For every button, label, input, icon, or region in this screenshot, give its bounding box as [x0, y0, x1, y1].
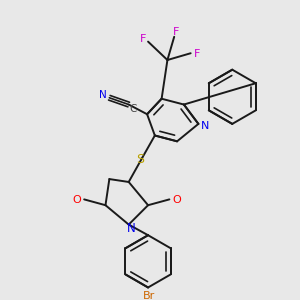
Text: N: N [201, 121, 209, 131]
Text: F: F [140, 34, 146, 44]
Text: N: N [99, 90, 106, 100]
Text: F: F [194, 49, 201, 59]
Text: S: S [136, 153, 144, 166]
Text: C: C [130, 104, 137, 114]
Text: Br: Br [143, 291, 155, 300]
Text: F: F [173, 27, 179, 37]
Text: O: O [72, 195, 81, 206]
Text: O: O [173, 195, 182, 206]
Text: N: N [127, 222, 136, 235]
